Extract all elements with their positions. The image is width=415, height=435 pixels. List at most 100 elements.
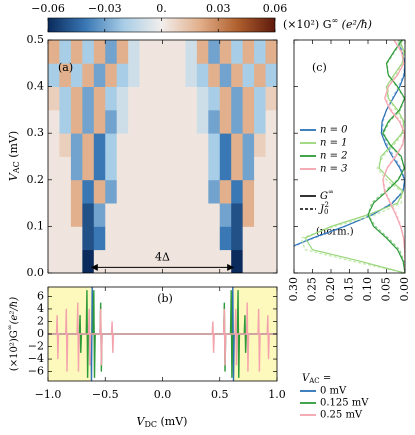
heatmap-cell: [82, 133, 95, 157]
heatmap-cell: [265, 226, 277, 251]
heatmap-cell: [231, 86, 244, 111]
heatmap-cell: [139, 133, 152, 157]
heatmap-cell: [242, 40, 255, 64]
heatmap-cell: [128, 179, 140, 204]
heatmap-cell: [208, 226, 221, 251]
heatmap-cell: [265, 86, 277, 111]
heatmap-cell: [242, 133, 255, 157]
heatmap-cell: [231, 109, 244, 134]
colorbar-tick-label: 0.06: [263, 2, 288, 15]
heatmap-cell: [93, 249, 106, 273]
label-sup: ∞: [328, 188, 334, 196]
y-tick-label: 0.0: [27, 266, 45, 279]
heatmap-cell: [219, 249, 232, 273]
legend-label: 0.125 mV: [320, 398, 369, 409]
heatmap-cell: [139, 179, 152, 204]
heatmap-cell: [196, 40, 209, 64]
heatmap-cell: [93, 133, 106, 157]
heatmap-cell: [59, 179, 72, 204]
heatmap-cell: [208, 86, 221, 111]
heatmap-cell: [162, 63, 175, 87]
heatmap-cell: [48, 203, 60, 227]
label-sup: 2: [324, 201, 328, 209]
heatmap-cell: [173, 40, 186, 64]
heatmap-cell: [196, 203, 209, 227]
heatmap-cell: [265, 249, 277, 273]
legend-label: 0.25 mV: [320, 410, 363, 421]
heatmap-cell: [82, 86, 95, 111]
heatmap-cell: [70, 63, 83, 87]
label-sub: DC: [144, 420, 157, 429]
heatmap-cell: [105, 63, 118, 87]
heatmap-cell: [254, 63, 266, 87]
heatmap-cell: [105, 86, 118, 111]
heatmap-cell: [105, 156, 118, 181]
heatmap-cell: [128, 226, 140, 251]
heatmap-cell: [242, 156, 255, 181]
label-part: =: [320, 373, 332, 384]
panel-label: (c): [312, 61, 327, 74]
heatmap-cell: [70, 249, 83, 273]
heatmap-cell: [219, 86, 232, 111]
heatmap-cell: [219, 226, 232, 251]
y-tick-label: 6: [37, 289, 44, 302]
heatmap-cell: [231, 133, 244, 157]
y-tick-label: −2: [28, 340, 44, 353]
heatmap-cell: [162, 133, 175, 157]
heatmap-cell: [48, 179, 60, 204]
heatmap-cell: [48, 156, 60, 181]
heatmap-cell: [128, 203, 140, 227]
heatmap-cell: [59, 203, 72, 227]
legend-label: n = 1: [320, 138, 348, 149]
heatmap: [48, 40, 277, 273]
heatmap-cell: [231, 40, 244, 64]
heatmap-cell: [173, 249, 186, 273]
heatmap-cell: [116, 156, 129, 181]
heatmap-cell: [162, 109, 175, 134]
heatmap-cell: [139, 109, 152, 134]
heatmap-cell: [82, 249, 95, 273]
heatmap-cell: [219, 40, 232, 64]
label-part: V: [7, 172, 20, 181]
heatmap-cell: [208, 133, 221, 157]
heatmap-cell: [208, 63, 221, 87]
heatmap-cell: [185, 203, 198, 227]
x-tick-label: −1.0: [35, 388, 62, 401]
heatmap-cell: [128, 86, 140, 111]
style-label: G∞: [320, 188, 334, 202]
heatmap-cell: [139, 203, 152, 227]
heatmap-cell: [162, 179, 175, 204]
heatmap-cell: [265, 179, 277, 204]
heatmap-cell: [82, 203, 95, 227]
x-tick-label: 0.30: [287, 277, 300, 302]
heatmap-cell: [128, 63, 140, 87]
x-tick-label: 0.10: [361, 277, 374, 302]
colorbar-label: (×10²) G∞ (e²/ħ): [283, 16, 372, 31]
heatmap-cell: [48, 109, 60, 134]
heatmap-cell: [219, 179, 232, 204]
heatmap-cell: [59, 109, 72, 134]
heatmap-cell: [196, 249, 209, 273]
y-tick-label: 0.5: [27, 33, 45, 46]
heatmap-cell: [151, 226, 163, 251]
heatmap-cell: [59, 156, 72, 181]
heatmap-cell: [219, 203, 232, 227]
panel-label: (a): [58, 61, 73, 74]
heatmap-cell: [185, 133, 198, 157]
panel-label: (b): [157, 292, 173, 305]
heatmap-cell: [128, 156, 140, 181]
heatmap-cell: [139, 156, 152, 181]
heatmap-cell: [254, 86, 266, 111]
heatmap-cell: [93, 203, 106, 227]
heatmap-cell: [219, 156, 232, 181]
y-tick-label: 4: [37, 302, 44, 315]
heatmap-cell: [82, 109, 95, 134]
heatmap-cell: [105, 40, 118, 64]
x-tick-label: 0.0: [154, 388, 172, 401]
heatmap-cell: [231, 249, 244, 273]
heatmap-cell: [93, 109, 106, 134]
y-tick-label: 0.2: [27, 173, 45, 186]
heatmap-cell: [139, 63, 152, 87]
heatmap-cell: [173, 63, 186, 87]
heatmap-cell: [231, 179, 244, 204]
